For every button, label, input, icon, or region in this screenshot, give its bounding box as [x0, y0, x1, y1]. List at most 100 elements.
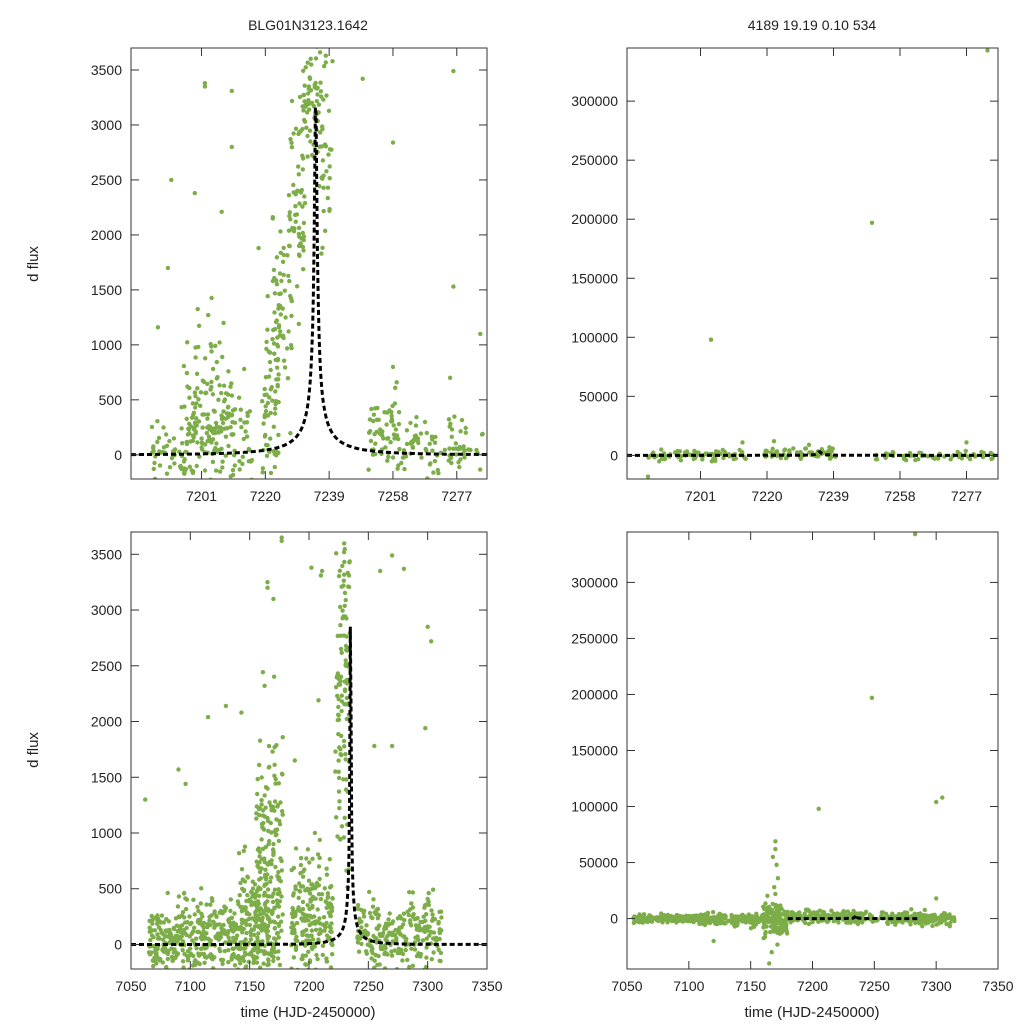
data-point	[449, 460, 454, 466]
data-point	[181, 891, 187, 896]
data-point	[378, 946, 384, 952]
data-point	[167, 438, 172, 444]
data-point	[265, 977, 269, 981]
data-point	[226, 369, 231, 374]
data-point	[376, 923, 382, 929]
data-point	[357, 936, 363, 941]
data-point	[295, 189, 300, 194]
data-point	[711, 919, 717, 924]
data-point	[225, 405, 231, 410]
data-point	[259, 775, 264, 780]
data-point	[320, 245, 325, 250]
data-point	[181, 965, 186, 969]
data-point	[795, 913, 800, 918]
data-point	[270, 899, 276, 905]
data-point	[430, 437, 435, 442]
data-point	[185, 948, 191, 954]
x-tick-label: 7277	[441, 488, 472, 504]
data-point	[651, 450, 656, 455]
data-point	[336, 704, 341, 710]
data-point	[341, 583, 346, 588]
plot-frame	[130, 47, 488, 480]
data-point	[228, 474, 233, 479]
data-point	[313, 995, 317, 999]
data-point	[151, 963, 156, 969]
data-point	[410, 905, 416, 910]
data-point	[419, 455, 424, 460]
data-point	[193, 394, 198, 399]
data-point	[338, 752, 343, 757]
model-curve	[131, 107, 487, 457]
data-point	[372, 432, 377, 437]
data-point	[309, 565, 314, 570]
data-point	[208, 477, 213, 479]
data-point	[263, 906, 269, 911]
data-point	[272, 464, 277, 470]
data-point	[659, 916, 664, 922]
data-point	[182, 915, 187, 920]
data-point	[265, 413, 271, 418]
data-point	[214, 359, 219, 365]
data-point	[457, 464, 462, 470]
data-point	[327, 208, 332, 213]
data-point	[262, 902, 268, 907]
data-point	[851, 908, 856, 914]
data-point	[259, 918, 264, 924]
data-point	[259, 798, 264, 803]
data-point	[241, 848, 246, 854]
data-point	[218, 908, 224, 914]
data-point	[229, 144, 234, 150]
data-point	[273, 406, 278, 411]
model-curve	[787, 912, 919, 921]
data-point	[274, 453, 279, 458]
data-point	[382, 966, 388, 969]
data-point	[402, 917, 407, 923]
data-point	[316, 102, 322, 107]
data-point	[185, 920, 190, 925]
data-point	[416, 440, 421, 446]
data-point	[329, 929, 334, 935]
data-point	[250, 886, 256, 891]
data-point	[195, 306, 200, 312]
data-point	[380, 933, 385, 938]
data-point	[275, 335, 280, 340]
data-point	[156, 435, 162, 441]
data-point	[171, 925, 176, 931]
data-point	[279, 771, 285, 776]
data-point	[294, 971, 298, 975]
data-point	[386, 917, 391, 922]
data-point	[981, 450, 986, 456]
data-point	[159, 913, 165, 918]
data-point	[153, 947, 158, 952]
data-point	[264, 346, 269, 352]
data-point	[220, 354, 225, 360]
data-point	[225, 415, 231, 420]
data-point	[180, 931, 186, 936]
data-point	[344, 777, 349, 782]
data-point	[371, 897, 376, 902]
data-point	[321, 97, 326, 102]
data-point	[154, 951, 159, 956]
data-point	[798, 449, 803, 455]
data-point	[239, 917, 244, 922]
data-point	[659, 447, 664, 452]
x-tick-label: 7277	[951, 488, 982, 504]
data-point	[348, 524, 352, 528]
data-point	[205, 381, 210, 387]
data-point	[273, 833, 278, 838]
data-point	[260, 813, 266, 818]
data-point	[301, 267, 306, 272]
data-point	[302, 99, 307, 104]
data-point	[265, 962, 270, 968]
data-point	[167, 465, 173, 470]
data-point	[371, 933, 376, 939]
data-point	[194, 506, 198, 510]
data-point	[231, 939, 237, 944]
data-point	[149, 424, 155, 430]
data-point	[239, 710, 244, 715]
data-point	[213, 468, 219, 473]
data-point	[297, 130, 302, 135]
data-point	[645, 474, 651, 479]
data-point	[720, 913, 725, 918]
data-point	[324, 900, 329, 905]
